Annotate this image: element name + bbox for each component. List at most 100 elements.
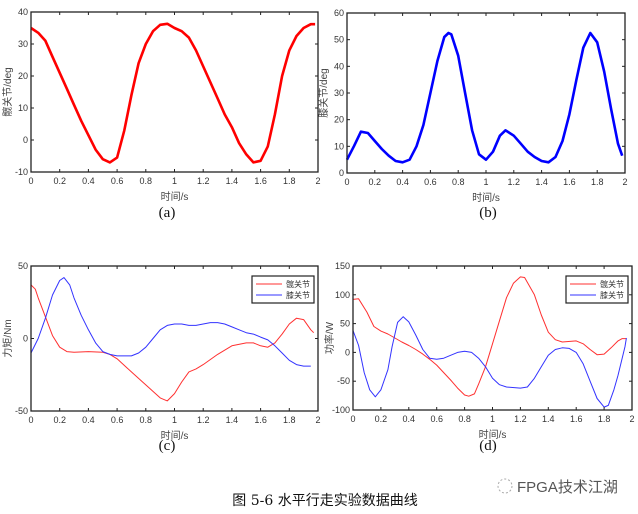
legend-label: 膝关节 (286, 290, 310, 300)
subplot-label: (d) (479, 438, 497, 454)
subplot-a: 0 0.2 0.4 0.6 0.8 1 1.2 1.4 1.6 1.8 2-10010203040时… (1, 7, 321, 221)
x-tick-label: 0 (28, 415, 33, 425)
y-tick-label: -10 (15, 167, 28, 177)
x-axis-label: 时间/s (479, 428, 507, 441)
x-tick-label: 0.8 (140, 176, 153, 186)
y-tick-label: 30 (334, 88, 344, 98)
series-line-膝关节 (352, 316, 627, 408)
subplot-b: 0 0.2 0.4 0.6 0.8 1 1.2 1.4 1.6 1.8 20102030405060… (317, 8, 628, 221)
plot-frame (346, 12, 626, 174)
y-axis-label: 膝关节/deg (317, 68, 330, 117)
subplot-label: (b) (479, 205, 497, 221)
x-axis-label: 时间/s (472, 191, 500, 204)
x-tick-label: 1.4 (542, 414, 555, 424)
y-tick-label: 20 (334, 115, 344, 125)
series-line-膝关节 (30, 277, 311, 367)
y-tick-label: 100 (335, 290, 350, 300)
x-tick-label: 0 (28, 176, 33, 186)
x-tick-label: 1.2 (514, 414, 527, 424)
x-tick-label: 2 (622, 177, 627, 187)
y-axis-label: 功率/W (323, 321, 336, 354)
subplot-d: 0 0.2 0.4 0.6 0.8 1 1.2 1.4 1.6 1.8 2 -100 -50 0 50 100… (323, 261, 635, 454)
y-tick-label: 40 (18, 7, 28, 17)
series-line-0 (345, 31, 624, 164)
x-tick-label: 1 (172, 176, 177, 186)
x-tick-label: 2 (315, 176, 320, 186)
y-tick-label: -100 (332, 405, 350, 415)
x-axis-label: 时间/s (161, 429, 189, 442)
legend-label: 髋关节 (286, 279, 310, 289)
x-tick-label: 0.6 (430, 414, 443, 424)
x-tick-label: 0.4 (82, 176, 95, 186)
x-tick-label: 0 (344, 177, 349, 187)
x-tick-label: 2 (315, 415, 320, 425)
x-tick-label: 1.6 (254, 176, 267, 186)
y-axis-label: 髋关节/deg (1, 67, 14, 116)
x-tick-label: 0.2 (375, 414, 388, 424)
x-tick-label: 0.8 (458, 414, 471, 424)
y-tick-label: 150 (335, 261, 350, 271)
legend-label: 髋关节 (600, 279, 624, 289)
legend-label: 膝关节 (600, 290, 624, 300)
x-tick-label: 0 (350, 414, 355, 424)
subplot-label: (c) (159, 438, 176, 454)
x-tick-label: 0.2 (53, 176, 66, 186)
subplot-label: (a) (159, 205, 176, 221)
y-tick-label: -50 (15, 406, 28, 416)
x-axis-label: 时间/s (161, 190, 189, 203)
y-tick-label: 50 (340, 319, 350, 329)
x-tick-label: 1.8 (283, 415, 296, 425)
x-tick-label: 0.8 (140, 415, 153, 425)
x-tick-label: 1 (172, 415, 177, 425)
x-tick-label: 1.4 (226, 415, 239, 425)
legend-box (565, 275, 629, 304)
x-tick-label: 0.4 (82, 415, 95, 425)
x-tick-label: 0.6 (424, 177, 437, 187)
y-tick-label: 50 (334, 35, 344, 45)
y-tick-label: 0 (345, 347, 350, 357)
x-tick-label: 0.6 (111, 176, 124, 186)
x-tick-label: 0.4 (396, 177, 409, 187)
y-tick-label: 10 (334, 141, 344, 151)
series-line-0 (30, 22, 316, 164)
y-tick-label: 10 (18, 103, 28, 113)
x-tick-label: 1.6 (563, 177, 576, 187)
x-tick-label: 1.4 (535, 177, 548, 187)
watermark: FPGA技术江湖 (497, 478, 618, 496)
x-tick-label: 0.4 (403, 414, 416, 424)
x-tick-label: 1.2 (508, 177, 521, 187)
legend-box (251, 275, 315, 304)
x-tick-label: 0.8 (452, 177, 465, 187)
x-tick-label: 1.4 (226, 176, 239, 186)
plot-frame (30, 11, 319, 173)
x-tick-label: 0.6 (111, 415, 124, 425)
y-tick-label: -50 (337, 376, 350, 386)
x-tick-label: 1.6 (254, 415, 267, 425)
y-tick-label: 60 (334, 8, 344, 18)
x-tick-label: 1 (483, 177, 488, 187)
figure-caption: 图 5-6 水平行走实验数据曲线 (232, 493, 417, 509)
y-tick-label: 20 (18, 71, 28, 81)
x-tick-label: 0.2 (53, 415, 66, 425)
x-tick-label: 1 (490, 414, 495, 424)
x-tick-label: 1.8 (598, 414, 611, 424)
x-tick-label: 1.2 (197, 176, 210, 186)
y-axis-label: 力矩/Nm (1, 319, 14, 357)
x-tick-label: 1.2 (197, 415, 210, 425)
wechat-icon (497, 478, 513, 494)
x-tick-label: 0.2 (369, 177, 382, 187)
y-tick-label: 50 (18, 261, 28, 271)
series-line-髋关节 (30, 284, 315, 402)
y-tick-label: 0 (339, 168, 344, 178)
x-tick-label: 1.6 (570, 414, 583, 424)
subplot-c: 0 0.2 0.4 0.6 0.8 1 1.2 1.4 1.6 1.8 2-50050时间/s力矩/… (1, 261, 321, 454)
x-tick-label: 1.8 (283, 176, 296, 186)
watermark-label: FPGA技术江湖 (517, 479, 618, 496)
x-tick-label: 2 (629, 414, 634, 424)
y-tick-label: 0 (23, 135, 28, 145)
y-tick-label: 30 (18, 39, 28, 49)
